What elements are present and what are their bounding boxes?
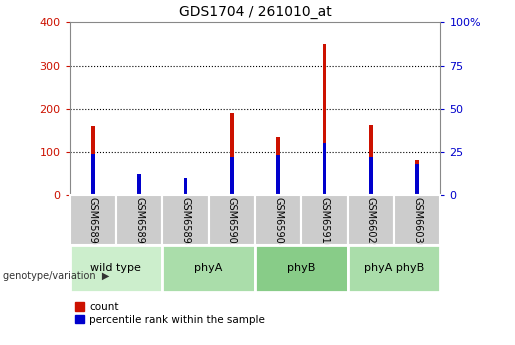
Bar <box>394 195 440 245</box>
Bar <box>348 195 394 245</box>
Bar <box>183 186 187 195</box>
Bar <box>116 195 162 245</box>
Bar <box>369 157 373 195</box>
Bar <box>91 126 95 195</box>
Bar <box>415 164 419 195</box>
Bar <box>255 245 348 292</box>
Legend: count, percentile rank within the sample: count, percentile rank within the sample <box>75 302 265 325</box>
Text: phyA: phyA <box>194 263 223 273</box>
Bar <box>137 176 141 195</box>
Text: GSM65898: GSM65898 <box>180 197 191 250</box>
Title: GDS1704 / 261010_at: GDS1704 / 261010_at <box>179 4 331 19</box>
Bar <box>230 113 234 195</box>
Bar <box>162 245 255 292</box>
Bar <box>348 245 440 292</box>
Bar <box>162 195 209 245</box>
Text: wild type: wild type <box>91 263 141 273</box>
Bar <box>70 195 116 245</box>
Bar <box>230 157 234 195</box>
Bar <box>91 154 95 195</box>
Text: GSM66029: GSM66029 <box>366 197 376 250</box>
Bar <box>322 143 327 195</box>
Text: GSM65902: GSM65902 <box>227 197 237 250</box>
Bar <box>70 245 162 292</box>
Text: genotype/variation  ▶: genotype/variation ▶ <box>3 271 109 281</box>
Bar <box>276 137 280 195</box>
Text: GSM65910: GSM65910 <box>319 197 330 250</box>
Bar <box>276 155 280 195</box>
Bar <box>137 174 141 195</box>
Bar <box>322 44 327 195</box>
Bar <box>255 195 301 245</box>
Text: GSM65904: GSM65904 <box>273 197 283 250</box>
Text: GSM65896: GSM65896 <box>88 197 98 250</box>
Text: phyB: phyB <box>287 263 316 273</box>
Bar <box>209 195 255 245</box>
Bar <box>301 195 348 245</box>
Bar <box>415 160 419 195</box>
Bar <box>369 125 373 195</box>
Text: phyA phyB: phyA phyB <box>364 263 424 273</box>
Bar <box>183 178 187 195</box>
Text: GSM65897: GSM65897 <box>134 197 144 250</box>
Text: GSM66030: GSM66030 <box>412 197 422 250</box>
